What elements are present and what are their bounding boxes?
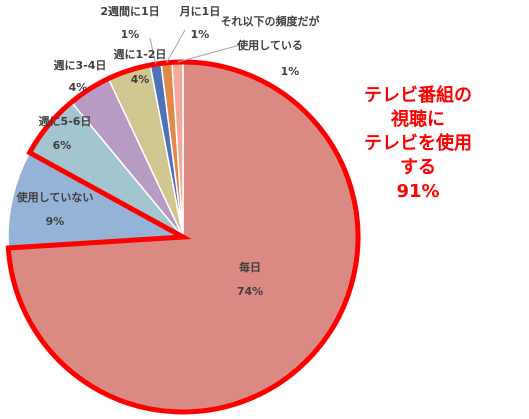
leader-line bbox=[149, 37, 157, 65]
value-label: 1% bbox=[280, 65, 300, 78]
value-label: 4% bbox=[68, 81, 88, 94]
value-label: 74% bbox=[236, 285, 264, 298]
category-label: 週に5-6日 bbox=[38, 115, 92, 128]
annotation: テレビ番組の視聴に テレビを使用する 91% bbox=[364, 85, 472, 202]
category-label: 月に1日 bbox=[179, 5, 221, 18]
value-label: 4% bbox=[130, 73, 150, 86]
value-label: 6% bbox=[52, 139, 72, 152]
category-label: 毎日 bbox=[239, 261, 261, 274]
category-label: 週に1-2日 bbox=[113, 48, 167, 61]
category-label: 使用していない bbox=[16, 191, 94, 204]
value-label: 9% bbox=[45, 215, 65, 228]
value-label: 1% bbox=[120, 28, 140, 41]
leader-line bbox=[166, 29, 186, 64]
category-label: それ以下の頻度だが 使用している bbox=[220, 15, 320, 52]
category-label: 2週間に1日 bbox=[100, 5, 160, 18]
highlight-outline bbox=[5, 59, 361, 415]
value-label: 1% bbox=[190, 28, 210, 41]
leader-line bbox=[177, 44, 241, 63]
category-label: 週に3-4日 bbox=[53, 59, 107, 72]
